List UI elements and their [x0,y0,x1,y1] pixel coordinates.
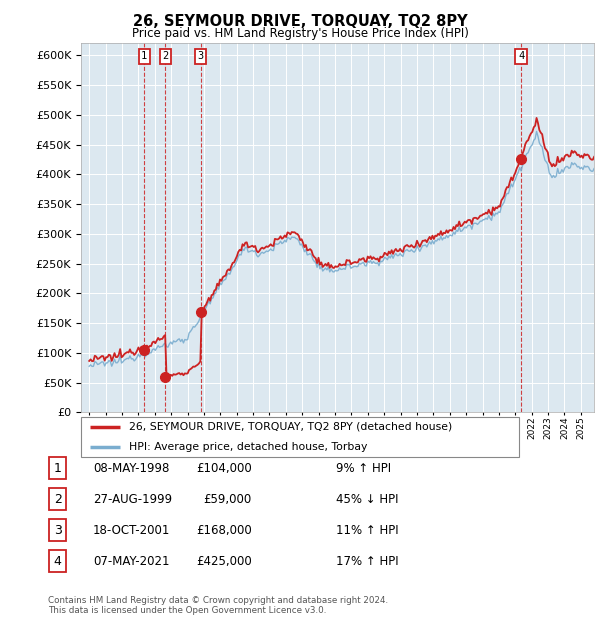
Text: 07-MAY-2021: 07-MAY-2021 [93,555,170,567]
Text: £59,000: £59,000 [204,493,252,505]
Text: 18-OCT-2001: 18-OCT-2001 [93,524,170,536]
Text: 3: 3 [197,51,204,61]
Text: 1: 1 [53,462,62,474]
Text: £104,000: £104,000 [196,462,252,474]
Text: 45% ↓ HPI: 45% ↓ HPI [336,493,398,505]
Text: £168,000: £168,000 [196,524,252,536]
Text: 4: 4 [518,51,524,61]
Text: 26, SEYMOUR DRIVE, TORQUAY, TQ2 8PY (detached house): 26, SEYMOUR DRIVE, TORQUAY, TQ2 8PY (det… [129,422,452,432]
Text: 2: 2 [53,493,62,505]
Text: 9% ↑ HPI: 9% ↑ HPI [336,462,391,474]
Text: 08-MAY-1998: 08-MAY-1998 [93,462,169,474]
Text: HPI: Average price, detached house, Torbay: HPI: Average price, detached house, Torb… [129,442,368,452]
Text: 1: 1 [141,51,148,61]
FancyBboxPatch shape [49,520,66,541]
Text: 26, SEYMOUR DRIVE, TORQUAY, TQ2 8PY: 26, SEYMOUR DRIVE, TORQUAY, TQ2 8PY [133,14,467,29]
Text: 2: 2 [162,51,169,61]
FancyBboxPatch shape [49,489,66,510]
Text: 11% ↑ HPI: 11% ↑ HPI [336,524,398,536]
Text: Price paid vs. HM Land Registry's House Price Index (HPI): Price paid vs. HM Land Registry's House … [131,27,469,40]
Text: 3: 3 [53,524,62,536]
FancyBboxPatch shape [81,417,519,457]
Text: Contains HM Land Registry data © Crown copyright and database right 2024.
This d: Contains HM Land Registry data © Crown c… [48,596,388,615]
FancyBboxPatch shape [49,551,66,572]
Text: 4: 4 [53,555,62,567]
Text: 17% ↑ HPI: 17% ↑ HPI [336,555,398,567]
FancyBboxPatch shape [49,458,66,479]
Text: 27-AUG-1999: 27-AUG-1999 [93,493,172,505]
Text: £425,000: £425,000 [196,555,252,567]
